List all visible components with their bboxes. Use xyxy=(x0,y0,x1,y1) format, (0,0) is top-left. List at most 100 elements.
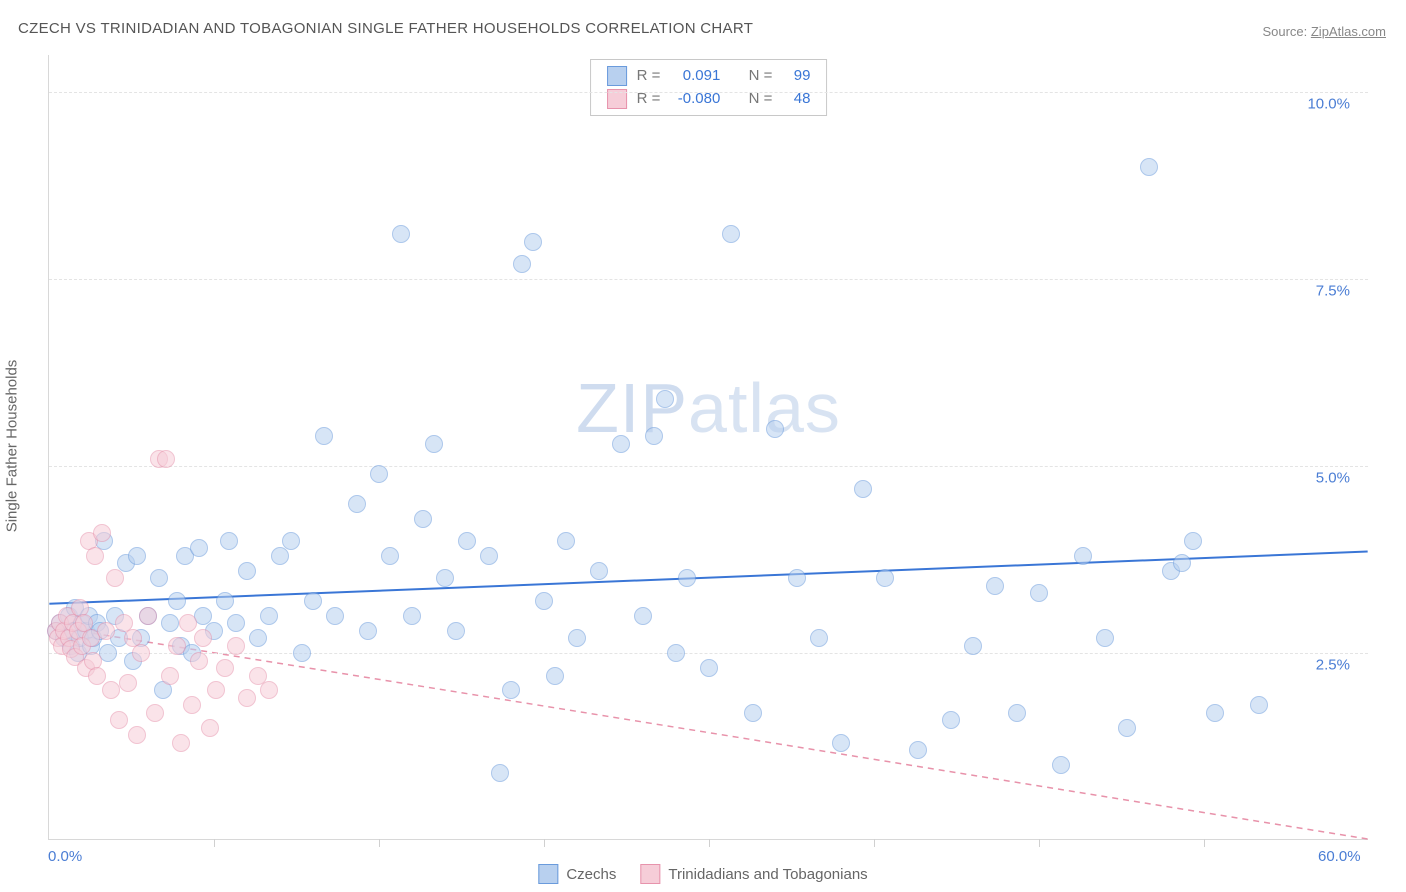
scatter-point xyxy=(359,622,377,640)
scatter-point xyxy=(491,764,509,782)
scatter-point xyxy=(216,592,234,610)
scatter-point xyxy=(128,726,146,744)
x-tick xyxy=(1039,839,1040,847)
scatter-point xyxy=(535,592,553,610)
scatter-point xyxy=(414,510,432,528)
x-tick xyxy=(874,839,875,847)
legend-item: Trinidadians and Tobagonians xyxy=(640,864,867,884)
scatter-point xyxy=(590,562,608,580)
y-tick-label: 5.0% xyxy=(1316,470,1350,487)
scatter-point xyxy=(260,681,278,699)
scatter-point xyxy=(194,629,212,647)
scatter-point xyxy=(370,465,388,483)
scatter-point xyxy=(1096,629,1114,647)
x-tick xyxy=(214,839,215,847)
gridline xyxy=(49,466,1368,467)
scatter-point xyxy=(201,719,219,737)
scatter-point xyxy=(942,711,960,729)
chart-title: CZECH VS TRINIDADIAN AND TOBAGONIAN SING… xyxy=(18,20,753,37)
scatter-point xyxy=(260,607,278,625)
scatter-point xyxy=(502,681,520,699)
source-prefix: Source: xyxy=(1262,24,1310,39)
scatter-point xyxy=(964,637,982,655)
n-label: N = xyxy=(749,88,773,111)
scatter-point xyxy=(678,569,696,587)
scatter-point xyxy=(99,644,117,662)
scatter-point xyxy=(876,569,894,587)
source-link[interactable]: ZipAtlas.com xyxy=(1311,24,1386,39)
scatter-point xyxy=(722,225,740,243)
scatter-point xyxy=(1008,704,1026,722)
scatter-point xyxy=(183,696,201,714)
scatter-point xyxy=(766,420,784,438)
scatter-point xyxy=(238,689,256,707)
scatter-point xyxy=(557,532,575,550)
scatter-point xyxy=(146,704,164,722)
scatter-point xyxy=(1206,704,1224,722)
scatter-point xyxy=(634,607,652,625)
scatter-point xyxy=(524,233,542,251)
scatter-point xyxy=(546,667,564,685)
trend-lines xyxy=(49,55,1368,839)
scatter-point xyxy=(293,644,311,662)
scatter-point xyxy=(326,607,344,625)
scatter-point xyxy=(119,674,137,692)
scatter-point xyxy=(227,637,245,655)
stats-row: R =0.091 N =99 xyxy=(607,65,811,88)
gridline xyxy=(49,653,1368,654)
scatter-point xyxy=(392,225,410,243)
legend: CzechsTrinidadians and Tobagonians xyxy=(538,864,867,884)
legend-swatch xyxy=(640,864,660,884)
scatter-point xyxy=(304,592,322,610)
stats-row: R =-0.080 N =48 xyxy=(607,88,811,111)
scatter-point xyxy=(788,569,806,587)
scatter-point xyxy=(110,711,128,729)
scatter-point xyxy=(568,629,586,647)
scatter-point xyxy=(832,734,850,752)
scatter-point xyxy=(168,637,186,655)
scatter-point xyxy=(854,480,872,498)
scatter-point xyxy=(97,622,115,640)
scatter-point xyxy=(168,592,186,610)
scatter-point xyxy=(656,390,674,408)
scatter-point xyxy=(132,644,150,662)
scatter-point xyxy=(348,495,366,513)
legend-swatch xyxy=(538,864,558,884)
x-tick xyxy=(544,839,545,847)
scatter-point xyxy=(513,255,531,273)
x-min-label: 0.0% xyxy=(48,848,82,865)
scatter-point xyxy=(458,532,476,550)
scatter-point xyxy=(88,667,106,685)
r-value: -0.080 xyxy=(670,88,720,111)
correlation-stats-box: R =0.091 N =99R =-0.080 N =48 xyxy=(590,59,828,116)
series-swatch xyxy=(607,66,627,86)
scatter-point xyxy=(172,734,190,752)
scatter-point xyxy=(150,569,168,587)
gridline xyxy=(49,92,1368,93)
chart-plot-area: ZIPatlas R =0.091 N =99R =-0.080 N =48 2… xyxy=(48,55,1368,840)
scatter-point xyxy=(282,532,300,550)
scatter-point xyxy=(220,532,238,550)
scatter-point xyxy=(93,524,111,542)
scatter-point xyxy=(179,614,197,632)
scatter-point xyxy=(216,659,234,677)
scatter-point xyxy=(190,539,208,557)
r-label: R = xyxy=(637,88,661,111)
scatter-point xyxy=(249,629,267,647)
scatter-point xyxy=(106,569,124,587)
r-label: R = xyxy=(637,65,661,88)
scatter-point xyxy=(1030,584,1048,602)
scatter-point xyxy=(86,547,104,565)
scatter-point xyxy=(1250,696,1268,714)
n-value: 99 xyxy=(782,65,810,88)
scatter-point xyxy=(315,427,333,445)
y-tick-label: 7.5% xyxy=(1316,283,1350,300)
scatter-point xyxy=(381,547,399,565)
scatter-point xyxy=(1074,547,1092,565)
scatter-point xyxy=(909,741,927,759)
scatter-point xyxy=(425,435,443,453)
scatter-point xyxy=(1052,756,1070,774)
scatter-point xyxy=(238,562,256,580)
scatter-point xyxy=(436,569,454,587)
y-tick-label: 2.5% xyxy=(1316,657,1350,674)
